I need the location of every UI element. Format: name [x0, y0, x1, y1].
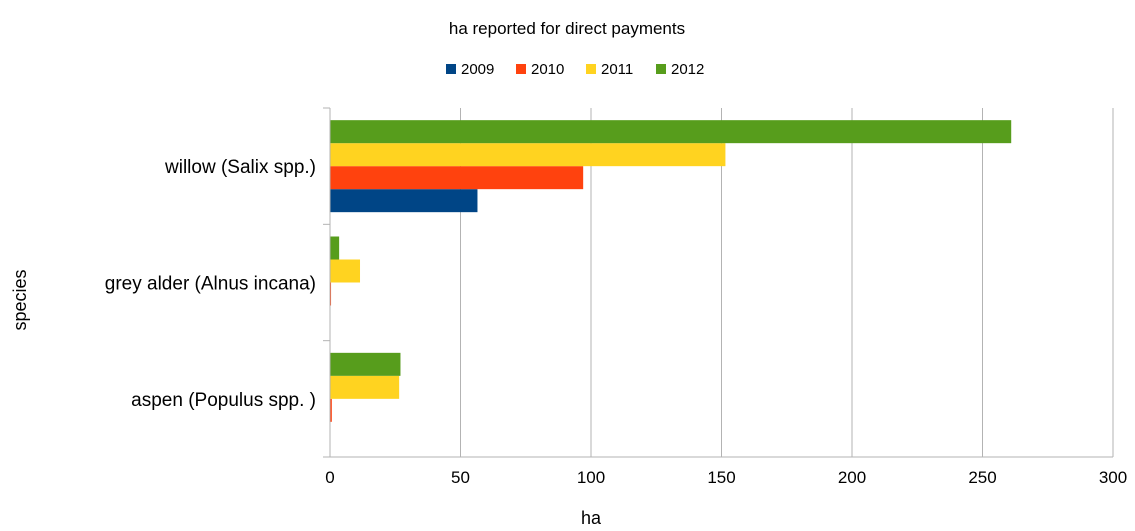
y-axis-title: species — [10, 269, 30, 330]
x-tick-labels: 0 50 100 150 200 250 300 — [325, 468, 1127, 487]
x-tick-label: 250 — [968, 468, 996, 487]
x-tick-label: 150 — [707, 468, 735, 487]
bar-2012-2 — [330, 352, 401, 376]
axes — [323, 107, 1113, 458]
x-tick-label: 100 — [577, 468, 605, 487]
legend-swatch-2010 — [516, 64, 526, 74]
legend-label: 2012 — [671, 61, 704, 78]
bars — [330, 120, 1012, 422]
bar-2010-0 — [330, 166, 584, 190]
x-tick-label: 200 — [838, 468, 866, 487]
legend: 2009 2010 2011 2012 — [446, 61, 704, 78]
bar-2011-2 — [330, 375, 400, 399]
category-label: aspen (Populus spp. ) — [131, 390, 316, 411]
category-label: grey alder (Alnus incana) — [105, 274, 316, 295]
category-label: willow (Salix spp.) — [164, 157, 316, 178]
bar-2011-0 — [330, 143, 726, 167]
bar-2011-1 — [330, 259, 361, 283]
x-tick-label: 0 — [325, 468, 334, 487]
bar-2009-0 — [330, 189, 478, 213]
bar-2010-1 — [330, 282, 332, 306]
bar-2012-0 — [330, 120, 1012, 144]
legend-swatch-2011 — [586, 64, 596, 74]
bar-2010-2 — [330, 398, 332, 422]
x-axis-title: ha — [581, 508, 602, 528]
category-labels: willow (Salix spp.) grey alder (Alnus inc… — [105, 157, 316, 411]
legend-label: 2009 — [461, 61, 494, 78]
legend-swatch-2009 — [446, 64, 456, 74]
x-tick-label: 300 — [1099, 468, 1127, 487]
x-tick-label: 50 — [451, 468, 470, 487]
chart-title: ha reported for direct payments — [449, 19, 685, 38]
bar-2012-1 — [330, 236, 340, 260]
legend-label: 2011 — [601, 61, 633, 78]
legend-label: 2010 — [531, 61, 564, 78]
legend-swatch-2012 — [656, 64, 666, 74]
